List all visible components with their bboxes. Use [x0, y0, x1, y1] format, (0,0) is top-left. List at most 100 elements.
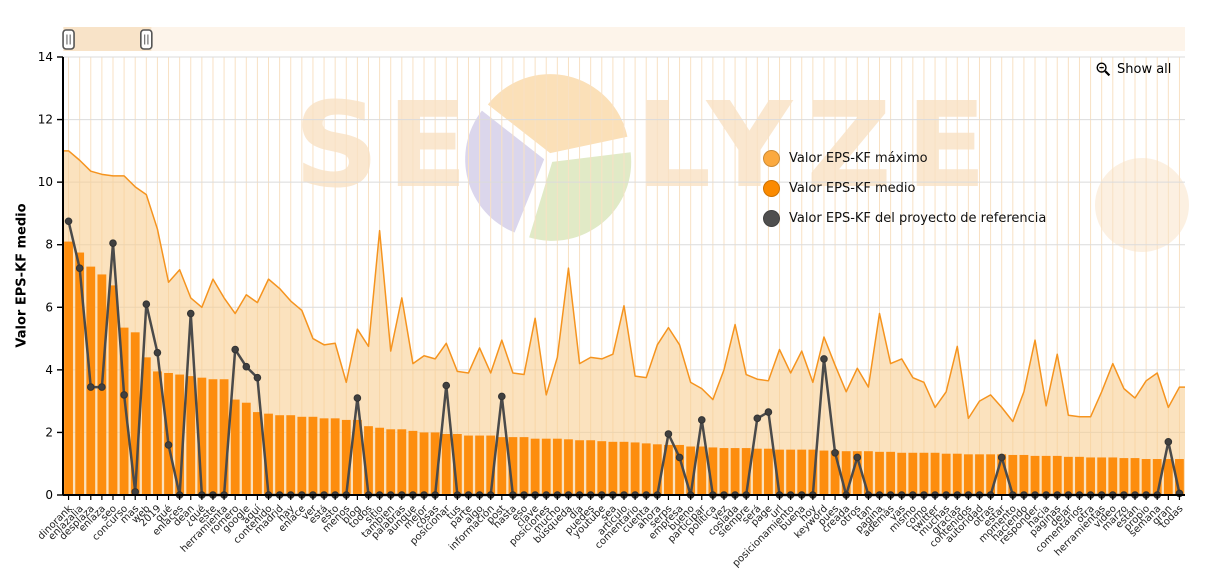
bar[interactable]	[1086, 457, 1095, 495]
bar[interactable]	[219, 379, 229, 495]
bar[interactable]	[341, 419, 351, 495]
bar[interactable]	[508, 437, 518, 495]
bar[interactable]	[664, 444, 673, 495]
bar[interactable]	[775, 449, 784, 495]
bar[interactable]	[1008, 454, 1018, 495]
bar[interactable]	[64, 241, 73, 495]
show-all-button[interactable]: Show all	[1096, 62, 1171, 77]
bar[interactable]	[330, 418, 340, 495]
bar[interactable]	[1108, 457, 1118, 495]
bar[interactable]	[875, 451, 884, 495]
bar[interactable]	[141, 357, 151, 495]
maximo-area[interactable]	[63, 150, 1186, 495]
bar[interactable]	[952, 453, 962, 495]
reference-point[interactable]	[697, 416, 706, 424]
bar[interactable]	[441, 433, 451, 495]
slider-handle-left[interactable]	[62, 29, 75, 50]
bar[interactable]	[675, 444, 684, 495]
bar[interactable]	[1119, 458, 1129, 495]
bar[interactable]	[197, 377, 207, 495]
reference-point[interactable]	[186, 309, 195, 318]
range-slider-track[interactable]	[63, 27, 1185, 51]
bar[interactable]	[597, 441, 607, 495]
reference-point[interactable]	[753, 414, 762, 423]
bar[interactable]	[808, 449, 818, 495]
bar[interactable]	[619, 441, 629, 495]
reference-point[interactable]	[353, 394, 362, 402]
bar[interactable]	[475, 435, 484, 495]
bar[interactable]	[164, 372, 173, 495]
legend-item-referencia[interactable]: Valor EPS-KF del proyecto de referencia	[763, 210, 1046, 227]
legend-item-medio[interactable]: Valor EPS-KF medio	[763, 180, 1046, 197]
reference-point[interactable]	[142, 300, 151, 308]
bar[interactable]	[397, 429, 407, 495]
bar[interactable]	[630, 442, 640, 495]
bar[interactable]	[975, 454, 984, 495]
bar[interactable]	[253, 412, 262, 495]
bar[interactable]	[908, 452, 918, 495]
reference-point[interactable]	[164, 441, 173, 449]
reference-point[interactable]	[675, 453, 684, 462]
bar[interactable]	[108, 285, 118, 495]
bar[interactable]	[486, 435, 496, 495]
bar[interactable]	[130, 332, 140, 495]
bar[interactable]	[452, 433, 462, 495]
bar[interactable]	[586, 440, 596, 495]
bar[interactable]	[1097, 457, 1107, 495]
bar[interactable]	[230, 399, 240, 495]
bar[interactable]	[464, 435, 473, 495]
reference-point[interactable]	[120, 391, 128, 399]
bar[interactable]	[819, 450, 829, 495]
bar[interactable]	[75, 252, 85, 495]
bar[interactable]	[641, 443, 651, 495]
bar[interactable]	[863, 451, 873, 495]
bar[interactable]	[208, 379, 218, 495]
reference-point[interactable]	[64, 217, 73, 226]
bar[interactable]	[575, 440, 584, 495]
bar[interactable]	[652, 444, 662, 495]
bar[interactable]	[708, 447, 718, 495]
legend-item-maximo[interactable]: Valor EPS-KF máximo	[763, 150, 1046, 167]
bar[interactable]	[941, 453, 951, 495]
bar[interactable]	[1052, 455, 1062, 495]
bar[interactable]	[552, 438, 562, 495]
reference-point[interactable]	[498, 392, 506, 401]
bar[interactable]	[275, 415, 285, 495]
bar[interactable]	[830, 450, 840, 495]
bar[interactable]	[697, 446, 707, 495]
bar[interactable]	[752, 448, 762, 495]
reference-point[interactable]	[820, 355, 828, 363]
bar[interactable]	[308, 416, 318, 495]
bar[interactable]	[1152, 459, 1162, 495]
bar[interactable]	[719, 448, 729, 495]
bar[interactable]	[541, 438, 551, 495]
reference-point[interactable]	[253, 373, 262, 382]
bar[interactable]	[1030, 455, 1040, 495]
bar[interactable]	[730, 448, 740, 495]
reference-point[interactable]	[75, 264, 84, 272]
reference-point[interactable]	[86, 383, 95, 391]
slider-handle-right[interactable]	[140, 29, 153, 50]
bar[interactable]	[119, 327, 129, 495]
bar[interactable]	[519, 437, 529, 495]
bar[interactable]	[1141, 459, 1151, 495]
reference-point[interactable]	[442, 381, 451, 390]
bar[interactable]	[1063, 456, 1073, 495]
bar[interactable]	[375, 427, 385, 495]
bar[interactable]	[963, 454, 973, 495]
bar[interactable]	[986, 454, 995, 495]
reference-point[interactable]	[242, 362, 251, 371]
bar[interactable]	[497, 437, 507, 495]
reference-point[interactable]	[1164, 438, 1173, 446]
bar[interactable]	[1163, 459, 1173, 495]
bar[interactable]	[1130, 458, 1140, 495]
bar[interactable]	[386, 429, 396, 495]
bar[interactable]	[841, 451, 851, 495]
bar[interactable]	[764, 448, 773, 495]
bar[interactable]	[286, 415, 296, 495]
bar[interactable]	[852, 451, 862, 495]
bar[interactable]	[919, 452, 929, 495]
bar[interactable]	[1019, 454, 1029, 495]
reference-point[interactable]	[231, 345, 239, 354]
bar[interactable]	[1075, 456, 1084, 495]
